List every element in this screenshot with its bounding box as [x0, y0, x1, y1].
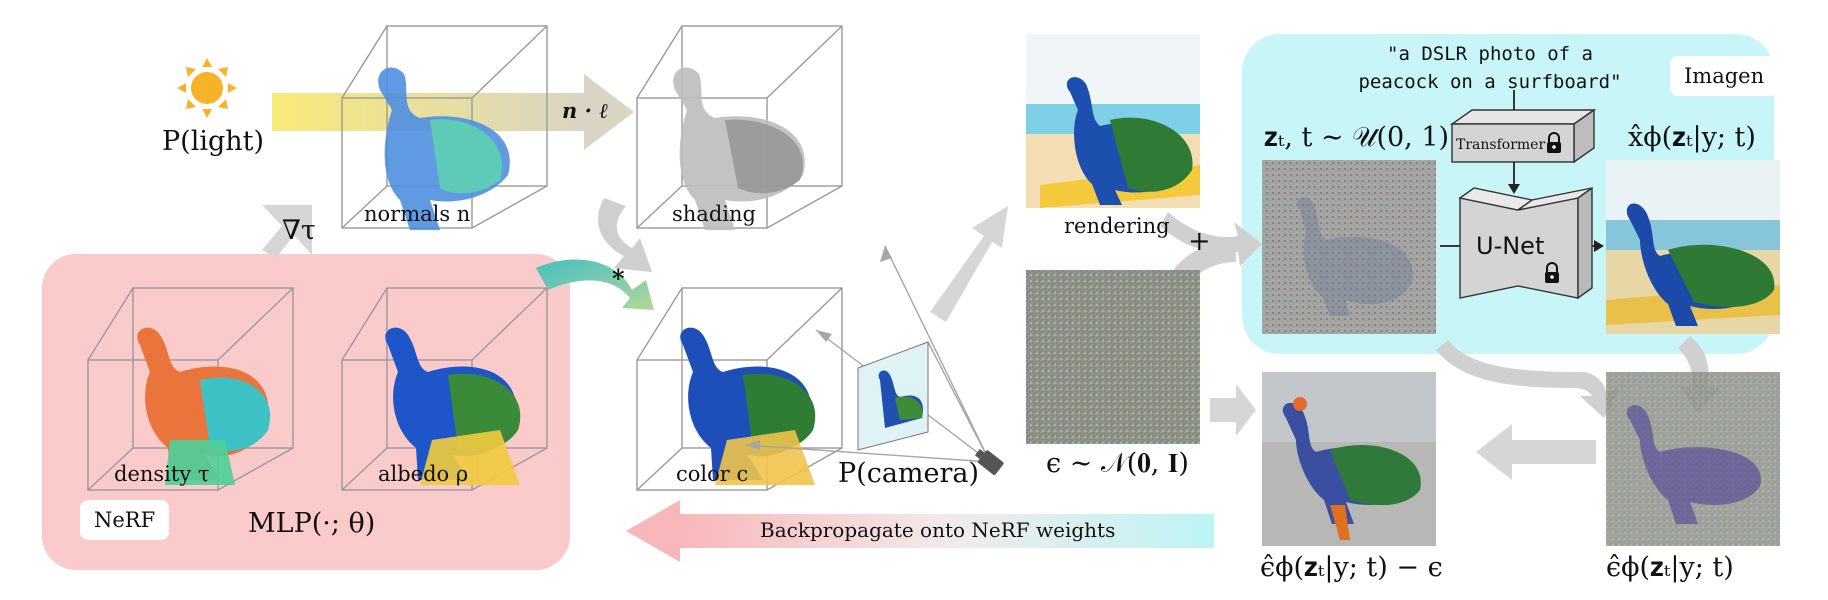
unet-block	[1458, 186, 1593, 300]
rendering-image	[1026, 34, 1200, 208]
prompt-flow-arrowheads	[1508, 184, 1604, 252]
rendering-label: rendering	[1064, 214, 1170, 238]
epshat-image	[1606, 372, 1780, 546]
color-peacock	[680, 327, 816, 485]
noise-label: ϵ ∼ 𝒩(𝟎, 𝐈)	[1046, 448, 1189, 479]
imagen-to-epshat-arrow	[1436, 340, 1620, 418]
density-label: density τ	[114, 462, 210, 486]
zt-noisy-image	[1262, 160, 1436, 334]
shading-peacock	[673, 67, 805, 230]
backprop-label: Backpropagate onto NeRF weights	[760, 518, 1116, 542]
zt-label: 𝐳ₜ, t ∼ 𝒰(0, 1)	[1264, 122, 1450, 153]
xhat-image	[1606, 160, 1780, 334]
normals-peacock	[378, 67, 510, 230]
camera-icon	[974, 448, 1004, 475]
noise-to-diff-arrow	[1210, 384, 1256, 436]
imagen-tag: Imagen	[1670, 56, 1779, 96]
camera-image-plane	[857, 341, 929, 451]
diff-label: ϵ̂ϕ(𝐳ₜ|y; t) − ϵ	[1260, 552, 1443, 583]
transformer-label: Transformer	[1456, 137, 1546, 153]
albedo-to-color-arrow	[536, 259, 654, 310]
prompt-line-1: "a DSLR photo of a	[1387, 43, 1593, 65]
normals-label: normals n	[364, 202, 471, 226]
shading-label: shading	[672, 202, 756, 226]
light-label: P(light)	[162, 126, 265, 157]
backprop-arrow	[626, 500, 1214, 562]
mlp-label: MLP(·; θ)	[248, 508, 376, 539]
color-label: color c	[676, 462, 749, 486]
xhat-label: x̂ϕ(𝐳ₜ|y; t)	[1628, 122, 1756, 153]
grad-arrow	[262, 205, 312, 258]
dot-product-label: n · ℓ	[562, 98, 609, 123]
nerf-tag: NeRF	[80, 500, 170, 540]
diff-image	[1262, 372, 1436, 546]
noise-image	[1026, 270, 1200, 444]
text-prompt: "a DSLR photo of a peacock on a surfboar…	[1350, 40, 1630, 96]
camera-label: P(camera)	[838, 458, 980, 489]
epshat-label: ϵ̂ϕ(𝐳ₜ|y; t)	[1606, 552, 1734, 583]
grad-label: ∇τ	[282, 215, 316, 246]
to-rendering-arrow	[930, 206, 1008, 322]
prompt-line-2: peacock on a surfboard"	[1358, 71, 1622, 93]
epshat-to-diff-arrow	[1476, 424, 1596, 480]
density-peacock	[137, 327, 271, 485]
transformer-lock-icon	[1547, 132, 1561, 153]
shading-to-color-arrow	[598, 198, 652, 272]
transformer-block	[1449, 108, 1597, 164]
unet-lock-icon	[1545, 262, 1559, 283]
unet-label: U-Net	[1476, 232, 1545, 260]
rendering-to-noise-arrow	[1160, 212, 1262, 266]
plus-symbol: +	[1188, 226, 1211, 257]
multiply-symbol: *	[612, 264, 625, 293]
sun-icon	[177, 58, 237, 118]
albedo-label: albedo ρ	[378, 462, 469, 486]
camera-rays-arrowheads	[746, 246, 892, 450]
albedo-peacock	[385, 327, 521, 485]
